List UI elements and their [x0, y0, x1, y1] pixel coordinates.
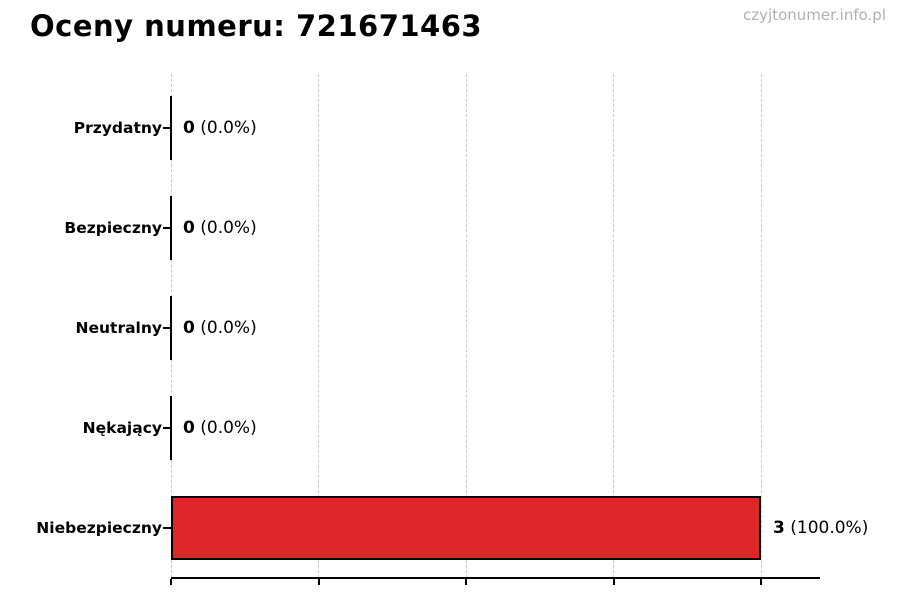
value-label: 3 (100.0%)	[773, 516, 868, 540]
gridline	[760, 74, 762, 578]
bar-zero	[170, 196, 172, 260]
value-count: 0	[183, 218, 195, 238]
y-axis-tick	[163, 527, 171, 529]
x-axis-tick	[612, 579, 615, 585]
bar	[171, 496, 761, 560]
watermark-text: czyjtonumer.info.pl	[743, 6, 886, 24]
category-label: Nękający	[82, 419, 162, 437]
value-percent: (0.0%)	[200, 318, 257, 338]
gridline	[318, 74, 319, 578]
value-count: 0	[183, 418, 195, 438]
gridline	[613, 74, 614, 578]
value-count: 0	[183, 318, 195, 338]
y-axis-tick	[163, 127, 171, 129]
category-label: Neutralny	[75, 319, 162, 337]
bar-zero	[170, 296, 172, 360]
value-label: 0 (0.0%)	[183, 116, 257, 140]
value-percent: (0.0%)	[200, 118, 257, 138]
value-count: 0	[183, 118, 195, 138]
category-label: Niebezpieczny	[36, 519, 162, 537]
bar-zero	[170, 96, 172, 160]
value-percent: (0.0%)	[200, 218, 257, 238]
x-axis-line	[171, 577, 820, 579]
x-axis-tick	[465, 579, 467, 585]
value-count: 3	[773, 518, 785, 538]
y-axis-tick	[163, 227, 171, 229]
gridline	[465, 74, 467, 578]
value-label: 0 (0.0%)	[183, 216, 257, 240]
value-percent: (100.0%)	[790, 518, 869, 538]
value-label: 0 (0.0%)	[183, 316, 257, 340]
bar-zero	[170, 396, 172, 460]
value-percent: (0.0%)	[200, 418, 257, 438]
category-label: Bezpieczny	[64, 219, 162, 237]
x-axis-tick	[170, 579, 172, 585]
y-axis-tick	[163, 427, 171, 429]
category-label: Przydatny	[73, 119, 162, 137]
x-axis-tick	[760, 579, 762, 585]
chart-title: Oceny numeru: 721671463	[30, 9, 483, 43]
x-axis-tick	[317, 579, 320, 585]
y-axis-tick	[163, 327, 171, 329]
value-label: 0 (0.0%)	[183, 416, 257, 440]
